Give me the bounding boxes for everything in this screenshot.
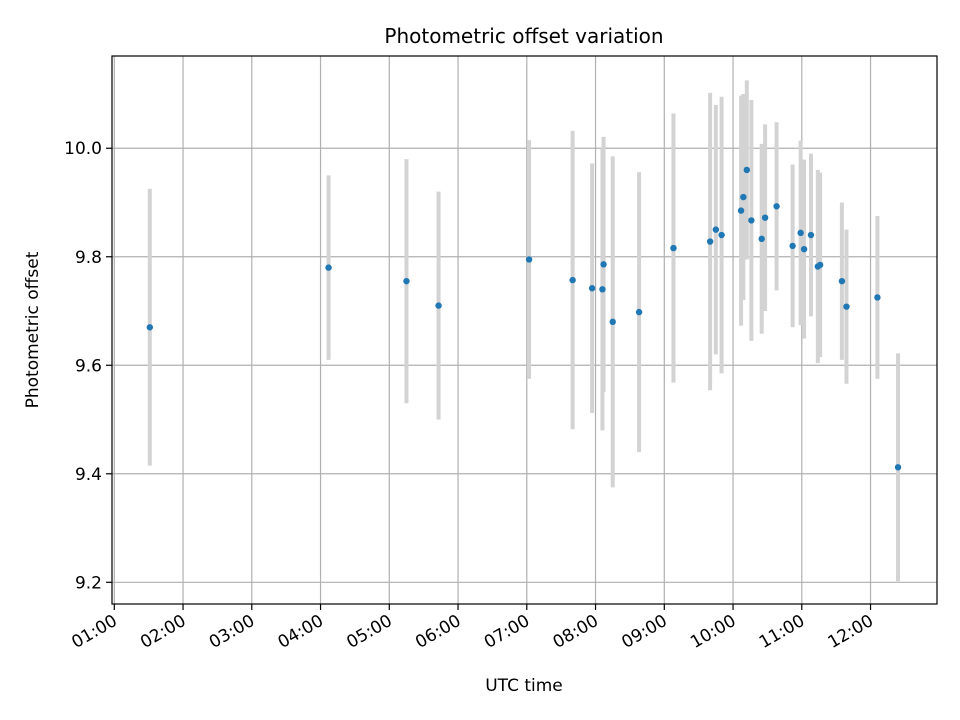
grid	[112, 56, 937, 604]
data-point	[843, 303, 850, 310]
chart-title: Photometric offset variation	[384, 24, 663, 48]
data-point	[706, 238, 714, 245]
data-point	[800, 245, 808, 253]
data-point	[325, 264, 332, 271]
x-axis-label: UTC time	[485, 676, 563, 696]
y-axis-ticks: 9.2 9.4 9.6 9.8 10.0	[64, 139, 112, 593]
data-point	[743, 166, 750, 174]
data-points	[146, 166, 902, 471]
data-point	[600, 261, 607, 268]
data-point	[718, 231, 725, 239]
data-point	[807, 231, 815, 239]
y-tick-label: 9.8	[75, 248, 102, 268]
data-point	[525, 256, 533, 263]
data-point	[816, 261, 824, 269]
data-point	[748, 217, 755, 224]
data-point	[435, 302, 442, 309]
data-point	[838, 277, 846, 285]
data-point	[635, 308, 643, 316]
y-tick-label: 9.4	[75, 465, 102, 485]
data-point	[588, 285, 596, 292]
plot-area-frame	[111, 55, 938, 605]
data-point	[146, 324, 154, 331]
data-point	[569, 276, 576, 284]
data-point	[609, 318, 616, 326]
data-point	[670, 244, 677, 252]
data-point	[773, 203, 780, 210]
data-point	[761, 214, 769, 221]
data-point	[740, 193, 747, 201]
data-point	[403, 277, 410, 285]
data-point	[712, 226, 720, 233]
y-tick-label: 10.0	[64, 139, 102, 159]
data-point	[797, 229, 804, 237]
y-tick-label: 9.6	[75, 356, 102, 376]
data-point	[758, 235, 765, 243]
y-axis-label: Photometric offset	[23, 251, 43, 408]
data-point	[599, 286, 606, 293]
data-point	[874, 294, 881, 301]
data-point	[894, 464, 902, 471]
y-tick-label: 9.2	[75, 573, 102, 593]
data-point	[737, 207, 745, 214]
data-point	[789, 242, 796, 250]
